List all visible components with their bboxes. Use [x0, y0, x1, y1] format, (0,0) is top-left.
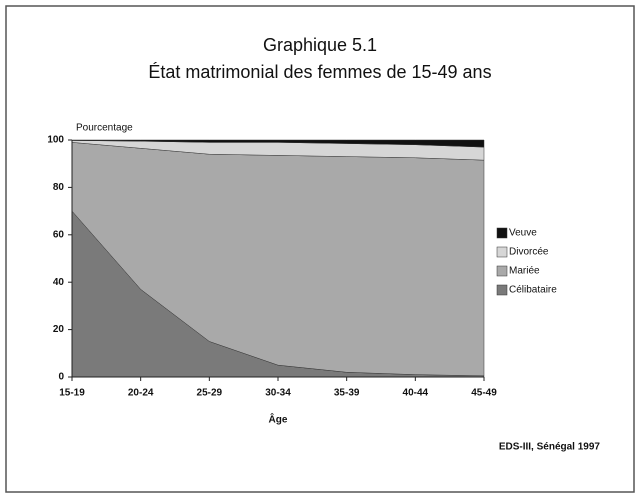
y-tick-label: 80: [53, 182, 65, 193]
legend-swatch: [496, 246, 508, 258]
legend-label: Veuve: [509, 228, 537, 239]
source: EDS-III, Sénégal 1997: [499, 442, 601, 453]
x-tick-label: 20-24: [128, 388, 154, 399]
y-tick-label: 100: [47, 135, 64, 146]
legend-swatch: [496, 284, 508, 296]
y-tick-label: 40: [53, 277, 65, 288]
x-tick-label: 35-39: [334, 388, 360, 399]
area: [71, 139, 485, 148]
chart-title: Graphique 5.1: [263, 35, 377, 55]
x-tick-label: 40-44: [403, 388, 429, 399]
chart-subtitle: État matrimonial des femmes de 15-49 ans: [148, 62, 491, 82]
y-tick-label: 60: [53, 229, 65, 240]
x-tick-label: 30-34: [265, 388, 291, 399]
legend-label: Célibataire: [509, 285, 557, 296]
y-axis-label: Pourcentage: [76, 123, 133, 134]
legend-swatch: [496, 227, 508, 239]
legend-label: Mariée: [509, 266, 540, 277]
x-tick-label: 45-49: [471, 388, 497, 399]
legend-label: Divorcée: [509, 247, 549, 258]
x-axis-label: Âge: [269, 413, 288, 426]
y-tick-label: 0: [58, 372, 64, 383]
legend-swatch: [496, 265, 508, 277]
x-tick-label: 25-29: [197, 388, 223, 399]
y-tick-label: 20: [53, 324, 65, 335]
x-tick-label: 15-19: [59, 388, 85, 399]
